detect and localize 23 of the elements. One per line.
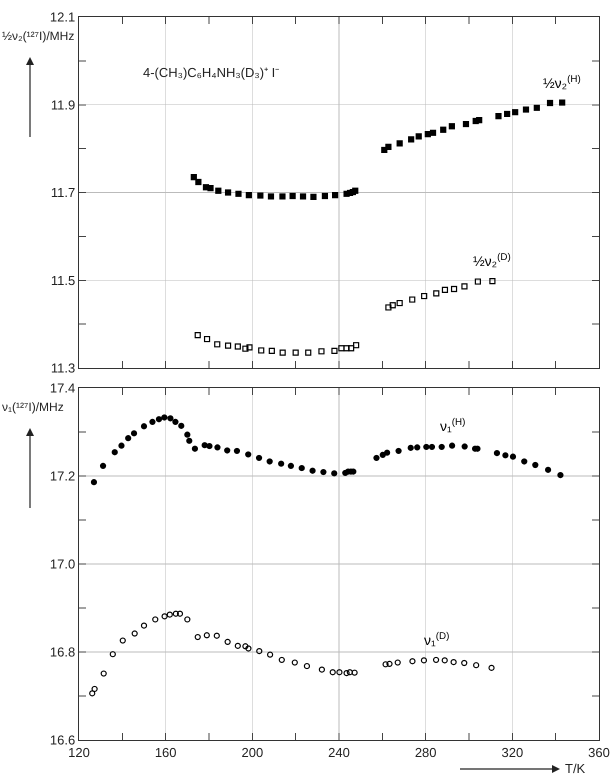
y-tick-label: 16.8 [50, 644, 76, 660]
y-tick-label: 12.1 [50, 10, 76, 25]
x-axis-title: T/K [565, 761, 586, 776]
y-axis-title: ν₁(¹²⁷I)/MHz [2, 400, 64, 414]
y-tick-label: 11.5 [50, 272, 76, 288]
series-label: ν₁$^{(H)}$ [440, 417, 466, 434]
x-tick-label: 360 [588, 744, 610, 760]
series-label: ½ν₂$^{(H)}$ [543, 74, 581, 91]
x-tick-label: 160 [154, 744, 177, 760]
annotation: 4-(CH₃)C₆H₄NH₃(D₃)⁺ I⁻ [143, 65, 280, 80]
y-tick-label: 17.4 [50, 380, 76, 396]
y-axis-title: ½ν₂(¹²⁷I)/MHz [2, 29, 74, 43]
series-label: ν₁$^{(D)}$ [424, 631, 450, 648]
x-tick-label: 200 [241, 744, 264, 760]
x-tick-label: 240 [328, 744, 350, 760]
x-tick-label: 320 [501, 744, 524, 760]
y-tick-label: 17.2 [50, 468, 76, 484]
y-tick-label: 17.0 [50, 556, 76, 572]
series-label: ½ν₂$^{(D)}$ [473, 252, 511, 269]
y-tick-label: 11.7 [50, 185, 76, 200]
y-tick-label: 11.9 [50, 97, 76, 112]
y-tick-label: 11.3 [50, 360, 76, 376]
x-tick-label: 280 [414, 744, 437, 760]
